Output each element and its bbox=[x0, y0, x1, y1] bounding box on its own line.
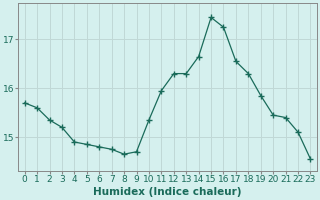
X-axis label: Humidex (Indice chaleur): Humidex (Indice chaleur) bbox=[93, 187, 242, 197]
